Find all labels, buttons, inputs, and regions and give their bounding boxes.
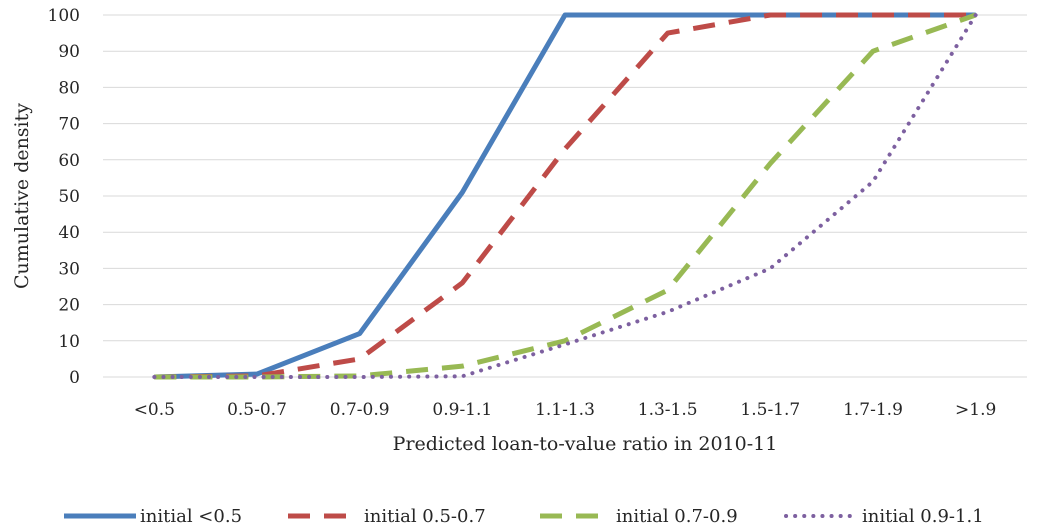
x-tick-label: 1.5-1.7 (740, 400, 800, 420)
y-tick-label: 50 (58, 187, 80, 207)
y-tick-label: 30 (58, 259, 80, 279)
legend-label: initial 0.9-1.1 (862, 506, 984, 527)
series-line (154, 12, 976, 380)
series-lines (152, 12, 978, 380)
x-axis-tick-labels: <0.5 0.5-0.7 0.7-0.9 0.9-1.1 1.1-1.3 1.3-1.5 1… (134, 400, 997, 420)
y-tick-label: 40 (58, 223, 80, 243)
y-tick-label: 90 (58, 42, 80, 62)
y-tick-label: 0 (69, 368, 80, 388)
x-tick-label: 0.5-0.7 (227, 400, 287, 420)
y-tick-label: 100 (48, 6, 80, 26)
x-axis-title: Predicted loan-to-value ratio in 2010-11 (393, 433, 778, 455)
y-tick-label: 20 (58, 296, 80, 316)
x-tick-label: >1.9 (955, 400, 996, 420)
x-tick-label: <0.5 (134, 400, 175, 420)
x-tick-label: 0.9-1.1 (432, 400, 492, 420)
legend: initial <0.5 initial 0.5-0.7 initial 0.7-0… (64, 506, 984, 527)
y-tick-label: 70 (58, 115, 80, 135)
legend-label: initial 0.5-0.7 (364, 506, 486, 527)
legend-label: initial 0.7-0.9 (616, 506, 738, 527)
gridlines (103, 14, 1027, 378)
y-tick-label: 60 (58, 151, 80, 171)
x-tick-label: 1.7-1.9 (843, 400, 903, 420)
x-tick-label: 0.7-0.9 (330, 400, 390, 420)
x-tick-label: 1.3-1.5 (638, 400, 698, 420)
y-tick-label: 80 (58, 78, 80, 98)
y-axis-tick-labels: 0 10 20 30 40 50 60 70 80 90 100 (48, 6, 80, 388)
y-tick-label: 10 (58, 332, 80, 352)
legend-label: initial <0.5 (140, 506, 242, 527)
y-axis-title: Cumulative density (11, 103, 33, 289)
series-line (152, 13, 978, 379)
x-tick-label: 1.1-1.3 (535, 400, 595, 420)
series-line (154, 12, 977, 380)
